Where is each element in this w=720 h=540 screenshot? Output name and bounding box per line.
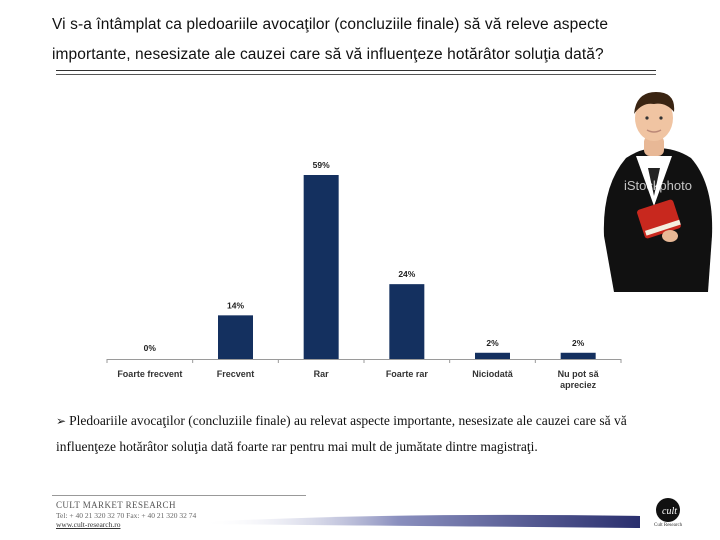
conclusion-text: Pledoariile avocaţilor (concluziile fina…: [56, 413, 627, 454]
data-label: 14%: [227, 300, 244, 310]
data-label: 24%: [398, 269, 415, 279]
category-label: Nu pot să: [558, 369, 600, 379]
contact-phone: Tel: + 40 21 320 32 70 Fax: + 40 21 320 …: [56, 511, 197, 520]
conclusion-note: ➢ Pledoariile avocaţilor (concluziile fin…: [56, 408, 666, 460]
footer-divider: [52, 495, 306, 496]
slide-title: Vi s-a întâmplat ca pledoariile avocaţil…: [52, 16, 609, 63]
category-label: Rar: [314, 369, 330, 379]
footer: CULT MARKET RESEARCH Tel: + 40 21 320 32…: [56, 500, 196, 529]
bar-4: [475, 352, 510, 359]
bar-3: [389, 284, 425, 359]
bar-5: [560, 352, 596, 359]
svg-text:cult: cult: [662, 506, 677, 517]
data-label: 59%: [313, 160, 330, 170]
title-divider-secondary: [56, 74, 656, 75]
bar-1: [218, 315, 253, 359]
data-label: 2%: [572, 338, 585, 348]
data-label: 2%: [486, 338, 499, 348]
company-website[interactable]: www.cult-research.ro: [56, 520, 121, 529]
logo-caption: Cult Research: [654, 523, 683, 528]
category-label: apreciez: [560, 380, 597, 390]
footer-swoosh: [200, 514, 640, 528]
lawyer-photo: iStockphoto: [603, 92, 713, 292]
category-label: Foarte frecvent: [117, 369, 182, 379]
data-label: 0%: [144, 343, 157, 353]
company-name: CULT MARKET RESEARCH: [56, 500, 176, 510]
company-logo: cult: [656, 498, 680, 522]
bar-2: [303, 175, 339, 359]
category-label: Frecvent: [217, 369, 255, 379]
category-label: Foarte rar: [386, 369, 429, 379]
bar-chart: 0% Foarte frecvent 14% Frecvent 59% Rar 24% Foa…: [106, 160, 622, 390]
title-divider: [56, 70, 656, 71]
arrow-bullet-icon: ➢: [56, 414, 67, 428]
watermark-text: iStockphoto: [624, 178, 692, 193]
category-label: Niciodată: [472, 369, 514, 379]
